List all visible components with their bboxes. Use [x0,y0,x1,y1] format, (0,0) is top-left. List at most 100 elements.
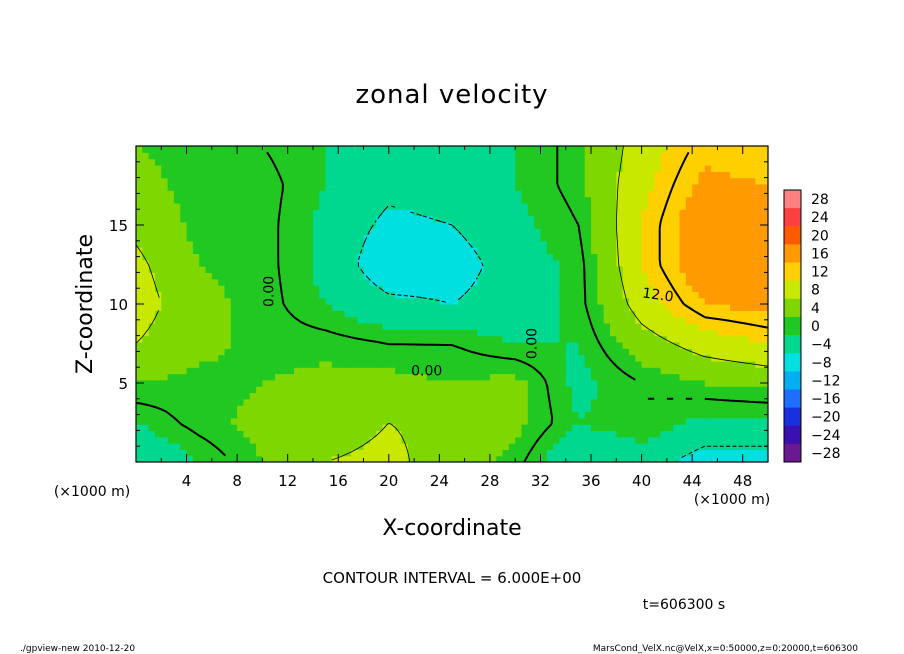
field-cell [433,322,440,330]
field-cell [464,272,472,280]
field-cell [211,354,219,362]
field-cell [717,398,725,406]
field-cell [521,240,529,248]
field-cell [395,455,403,462]
field-cell [344,386,352,394]
field-cell [287,247,295,255]
field-cell [439,272,447,280]
field-cell [363,164,371,172]
field-cell [616,234,624,242]
field-cell [420,228,428,236]
field-cell [477,285,485,292]
field-cell [192,247,200,255]
field-cell [388,430,396,438]
field-cell [426,202,434,210]
field-cell [730,291,737,299]
field-cell [401,436,409,444]
field-cell [300,221,308,229]
field-cell [483,190,491,198]
field-cell [673,190,681,198]
field-cell [742,234,750,242]
field-cell [237,335,245,343]
field-cell [616,392,624,400]
field-cell [603,424,611,431]
field-cell [723,146,731,153]
field-cell [679,278,687,286]
field-cell [186,379,194,387]
field-cell [325,215,333,223]
field-cell [610,392,617,400]
field-cell [256,202,263,210]
field-cell [249,417,257,425]
field-cell [167,183,175,191]
field-cell [439,411,447,419]
field-cell [154,297,162,305]
field-cell [407,436,415,444]
field-cell [742,417,750,425]
field-cell [603,449,611,457]
field-cell [458,322,466,330]
field-cell [439,436,447,444]
field-cell [622,373,630,381]
field-cell [275,379,282,387]
field-cell [350,348,358,356]
field-cell [711,310,719,318]
field-cell [647,348,655,356]
field-cell [186,341,194,349]
field-cell [173,247,181,255]
field-cell [515,329,523,337]
field-cell [559,392,567,400]
field-cell [294,247,301,255]
field-cell [591,266,598,273]
field-cell [534,405,542,413]
field-cell [420,253,428,261]
field-cell [730,316,737,324]
field-cell [414,373,421,381]
field-cell [154,322,162,330]
field-cell [148,341,156,349]
field-cell [666,209,674,217]
field-cell [755,183,763,191]
field-cell [508,158,516,166]
field-cell [319,348,327,356]
field-cell [761,183,768,191]
field-cell [553,379,561,387]
field-cell [483,341,491,349]
field-cell [647,430,655,438]
field-cell [749,177,756,185]
field-cell [224,379,232,387]
field-cell [388,341,396,349]
field-cell [755,177,763,185]
field-cell [199,354,207,362]
field-cell [546,354,554,362]
field-cell [692,234,700,242]
field-cell [243,398,251,406]
field-cell [281,228,289,236]
field-cell [281,272,289,280]
field-cell [331,164,339,172]
field-cell [534,297,542,305]
field-cell [452,240,459,248]
field-cell [603,405,611,413]
field-cell [294,335,301,343]
field-cell [186,158,194,166]
field-cell [287,234,295,242]
field-cell [142,278,150,286]
field-cell [698,354,706,362]
field-cell [742,266,750,273]
field-cell [154,228,162,236]
field-cell [591,411,598,419]
field-cell [483,297,491,305]
field-cell [521,417,529,425]
field-cell [591,392,598,400]
field-cell [666,253,674,261]
field-cell [761,430,768,438]
field-cell [692,209,700,217]
field-cell [420,146,428,153]
field-cell [458,417,466,425]
field-cell [294,297,301,305]
field-cell [641,221,649,229]
field-cell [470,253,478,261]
field-cell [237,278,245,286]
field-cell [414,335,421,343]
